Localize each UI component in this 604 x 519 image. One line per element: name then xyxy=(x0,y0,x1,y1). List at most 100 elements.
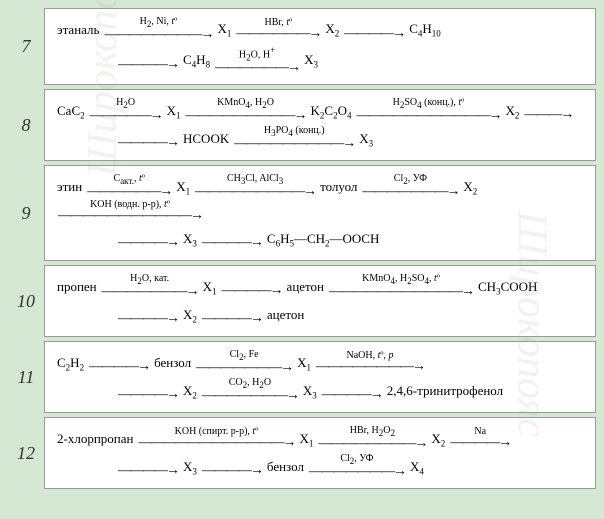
chem-term: X3 xyxy=(303,383,317,401)
chem-term: X1 xyxy=(217,21,231,39)
problem-row: 7 этаналь H2, Ni, tº ————————→ X1 HBr, tº… xyxy=(8,8,596,85)
reaction-arrow: ————→ xyxy=(202,455,262,479)
chem-term: X3 xyxy=(183,231,197,249)
chem-term: CH3COOH xyxy=(478,279,537,297)
reaction-arrow: ————→ xyxy=(322,379,382,403)
problem-number: 9 xyxy=(8,203,44,224)
chem-term: бензол xyxy=(267,459,304,475)
reaction-line: пропен H2O, кат. ———————→X1 ————→ацетон … xyxy=(55,274,585,300)
reaction-arrow: ————→ xyxy=(118,455,178,479)
reaction-arrow: ————→ xyxy=(118,379,178,403)
chem-term: X2 xyxy=(183,383,197,401)
problem-box: этаналь H2, Ni, tº ————————→ X1 HBr, tº —… xyxy=(44,8,596,85)
reaction-arrow: H3PO4 (конц.) —————————→ xyxy=(234,126,354,152)
reaction-line: 2-хлорпропан KOH (спирт. р-р), tº ——————… xyxy=(55,426,585,452)
reaction-arrow: NaOH, tº, p ————————→ xyxy=(316,351,424,375)
reaction-arrow: ————→ xyxy=(118,127,178,151)
reaction-arrow: H2O —————→ xyxy=(90,98,162,124)
problem-number: 11 xyxy=(8,367,44,388)
chem-term: CaC2 xyxy=(57,103,85,121)
chem-term: X1 xyxy=(297,355,311,373)
reaction-line: ————→ C4H8 H2O, H+ ——————→ X3 xyxy=(55,45,585,76)
reaction-arrow: Cl2, УФ ———————→ xyxy=(362,174,458,200)
reaction-arrow: ————→ xyxy=(202,227,262,251)
chem-term: K2C2O4 xyxy=(311,103,352,121)
reaction-line: ————→ X3 ————→ C6H5—CH2—OOCH xyxy=(55,226,585,252)
reaction-arrow: H2, Ni, tº ————————→ xyxy=(104,17,212,43)
chem-term: X4 xyxy=(410,459,424,477)
reaction-arrow: KMnO4, H2SO4, tº ———————————→ xyxy=(329,274,473,300)
chem-term: толуол xyxy=(320,179,357,195)
reaction-line: ————→ X3 ————→ бензол Cl2, УФ ———————→ X4 xyxy=(55,454,585,480)
reaction-line: ————→ HCOOK H3PO4 (конц.) —————————→ X3 xyxy=(55,126,585,152)
chem-term: X3 xyxy=(183,459,197,477)
reaction-arrow: KMnO4, H2O —————————→ xyxy=(186,98,306,124)
reaction-arrow: H2O, H+ ——————→ xyxy=(215,45,299,76)
chem-term: 2,4,6-тринитрофенол xyxy=(387,383,503,399)
chem-term: X3 xyxy=(304,52,318,70)
problem-box: этин Cакт., tº ——————→ X1 CH3Cl, AlCl3 ——… xyxy=(44,165,596,261)
reaction-arrow: CH3Cl, AlCl3 —————————→ xyxy=(195,174,315,200)
chem-term: C6H5—CH2—OOCH xyxy=(267,231,379,249)
problem-row: 10 пропен H2O, кат. ———————→ X1 ————→ ацет… xyxy=(8,265,596,337)
chem-term: X1 xyxy=(176,179,190,197)
problem-box: 2-хлорпропан KOH (спирт. р-р), tº ——————… xyxy=(44,417,596,489)
reaction-arrow: ———→ xyxy=(524,99,572,123)
chem-term: ацетон xyxy=(267,307,304,323)
reaction-arrow: ————→ xyxy=(118,49,178,73)
problems-container: 7 этаналь H2, Ni, tº ————————→ X1 HBr, tº… xyxy=(8,8,596,489)
problem-box: CaC2 H2O —————→ X1 KMnO4, H2O —————————→ K… xyxy=(44,89,596,161)
chem-term: X2 xyxy=(431,431,445,449)
chem-term: X1 xyxy=(167,103,181,121)
reaction-line: ————→ X2 ————→ ацетон xyxy=(55,302,585,328)
problem-box: C2H2 ————→ бензол Cl2, Fe ———————→ X1 NaOH… xyxy=(44,341,596,413)
chem-term: бензол xyxy=(154,355,191,371)
chem-term: C4H10 xyxy=(409,21,441,39)
reaction-arrow: ————→ xyxy=(222,275,282,299)
reaction-line: CaC2 H2O —————→ X1 KMnO4, H2O —————————→ K… xyxy=(55,98,585,124)
chem-term: X2 xyxy=(183,307,197,325)
chem-term: X1 xyxy=(203,279,217,297)
chem-term: этин xyxy=(57,179,82,195)
reaction-arrow: HBr, tº ——————→ xyxy=(236,18,320,42)
chem-term: X2 xyxy=(463,179,477,197)
chem-term: X2 xyxy=(325,21,339,39)
chem-term: HCOOK xyxy=(183,131,229,147)
chem-term: X2 xyxy=(505,103,519,121)
reaction-arrow: KOH (водн. р-р), tº ———————————→ xyxy=(58,200,202,224)
reaction-line: C2H2 ————→ бензол Cl2, Fe ———————→ X1 NaOH… xyxy=(55,350,585,376)
problem-box: пропен H2O, кат. ———————→X1 ————→ацетон … xyxy=(44,265,596,337)
reaction-arrow: Cl2, Fe ———————→ xyxy=(196,350,292,376)
reaction-arrow: KOH (спирт. р-р), tº ————————————→ xyxy=(138,427,294,451)
reaction-arrow: HBr, H2O2 ————————→ xyxy=(318,426,426,452)
problem-row: 8 CaC2 H2O —————→ X1 KMnO4, H2O —————————… xyxy=(8,89,596,161)
chem-term: этаналь xyxy=(57,22,99,38)
problem-row: 11 C2H2 ————→ бензол Cl2, Fe ———————→ X1 N… xyxy=(8,341,596,413)
reaction-arrow: ————→ xyxy=(202,303,262,327)
reaction-arrow: ————→ xyxy=(118,227,178,251)
chem-term: C4H8 xyxy=(183,52,210,70)
chem-term: 2-хлорпропан xyxy=(57,431,133,447)
problem-row: 12 2-хлорпропан KOH (спирт. р-р), tº ———… xyxy=(8,417,596,489)
reaction-arrow: H2SO4 (конц.), tº ———————————→ xyxy=(356,98,500,124)
problem-number: 7 xyxy=(8,36,44,57)
reaction-line: этаналь H2, Ni, tº ————————→ X1 HBr, tº —… xyxy=(55,17,585,43)
chem-term: C2H2 xyxy=(57,355,84,373)
reaction-arrow: ————→ xyxy=(89,351,149,375)
reaction-arrow: ————→ xyxy=(118,303,178,327)
reaction-arrow: ————→ xyxy=(344,18,404,42)
chem-term: пропен xyxy=(57,279,97,295)
chem-term: ацетон xyxy=(287,279,324,295)
reaction-arrow: H2O, кат. ———————→ xyxy=(102,274,198,300)
chem-term: X1 xyxy=(299,431,313,449)
problem-number: 8 xyxy=(8,115,44,136)
problem-number: 12 xyxy=(8,443,44,464)
reaction-arrow: Na ————→ xyxy=(450,427,510,451)
reaction-line: этин Cакт., tº ——————→ X1 CH3Cl, AlCl3 ——… xyxy=(55,174,585,224)
reaction-arrow: Cl2, УФ ———————→ xyxy=(309,454,405,480)
reaction-line: ————→ X2 CO2, H2O ———————→ X3 ————→ 2,4,6-т… xyxy=(55,378,585,404)
reaction-arrow: CO2, H2O ———————→ xyxy=(202,378,298,404)
problem-number: 10 xyxy=(8,291,44,312)
chem-term: X3 xyxy=(359,131,373,149)
reaction-arrow: Cакт., tº ——————→ xyxy=(87,174,171,200)
